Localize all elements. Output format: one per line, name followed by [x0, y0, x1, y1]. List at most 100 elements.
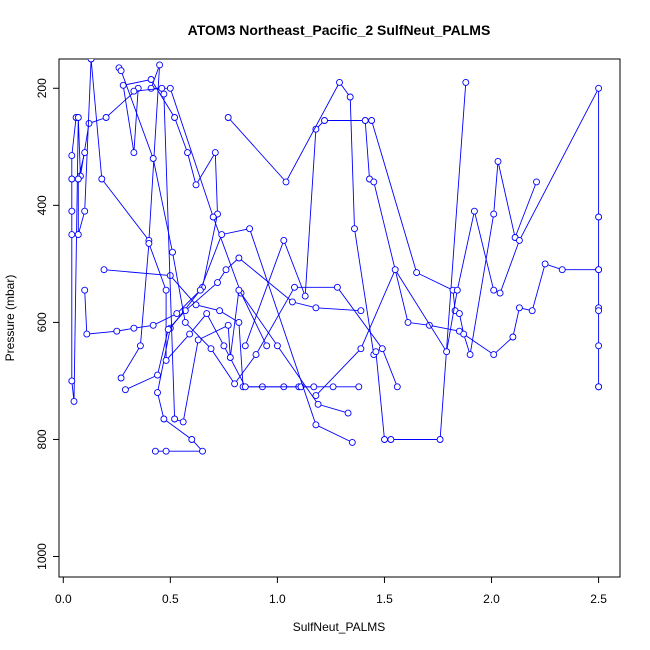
- data-point: [74, 175, 82, 183]
- data-point: [68, 152, 76, 160]
- data-point: [282, 178, 290, 186]
- data-point: [490, 210, 498, 218]
- data-point: [171, 114, 179, 121]
- data-point: [595, 383, 603, 391]
- data-point: [235, 254, 243, 262]
- data-point: [171, 415, 179, 423]
- x-tick-label: 2.0: [483, 592, 500, 606]
- data-point: [209, 213, 217, 221]
- data-point: [453, 286, 461, 294]
- data-point: [85, 119, 93, 127]
- data-point: [199, 447, 206, 455]
- data-point: [224, 321, 232, 329]
- data-point: [166, 84, 174, 92]
- data-point: [595, 84, 603, 92]
- data-point: [87, 59, 95, 63]
- data-point: [404, 318, 412, 326]
- data-point: [312, 392, 320, 400]
- data-point: [74, 114, 82, 121]
- data-point: [214, 279, 221, 287]
- data-point: [130, 149, 138, 157]
- y-tick-label: 1000: [35, 543, 49, 570]
- series-10: [224, 78, 470, 443]
- data-point: [595, 307, 603, 315]
- y-axis: 200 400 600 800 1000: [35, 78, 59, 570]
- data-point: [81, 286, 89, 294]
- data-point: [211, 149, 219, 157]
- data-point: [162, 356, 170, 364]
- data-point: [164, 325, 172, 333]
- data-point: [443, 348, 451, 356]
- series-line: [244, 120, 599, 356]
- y-tick-label: 200: [35, 78, 49, 98]
- data-point: [149, 321, 157, 329]
- data-point: [194, 336, 202, 344]
- x-tick-label: 0.0: [55, 592, 72, 606]
- data-point: [348, 438, 356, 446]
- data-point: [218, 231, 226, 239]
- chart-title: ATOM3 Northeast_Pacific_2 SulfNeut_PALMS: [188, 22, 491, 38]
- data-point: [355, 383, 363, 391]
- data-point: [413, 269, 421, 277]
- x-axis: 0.0 0.5 1.0 1.5 2.0 2.5: [55, 577, 607, 606]
- data-point: [231, 380, 239, 388]
- data-point: [192, 181, 200, 189]
- data-point: [291, 283, 298, 291]
- x-tick-label: 1.5: [376, 592, 393, 606]
- data-point: [357, 307, 365, 315]
- plot-frame: [58, 58, 621, 578]
- data-point: [344, 409, 352, 417]
- series-2: [74, 59, 271, 350]
- data-point: [121, 386, 129, 394]
- data-point: [494, 157, 502, 165]
- data-point: [391, 266, 399, 274]
- data-point: [336, 78, 343, 86]
- data-point: [100, 266, 108, 274]
- data-point: [156, 61, 164, 69]
- data-point: [179, 418, 187, 426]
- data-point: [98, 175, 106, 183]
- data-point: [357, 345, 365, 353]
- series-6: [130, 84, 352, 426]
- data-point: [595, 342, 603, 350]
- data-point: [130, 324, 138, 332]
- data-point: [462, 78, 470, 86]
- data-point: [162, 286, 170, 294]
- data-point: [351, 225, 358, 233]
- series-line: [118, 67, 398, 387]
- data-point: [381, 436, 388, 443]
- data-point: [196, 286, 204, 294]
- data-point: [490, 286, 498, 294]
- data-point: [263, 342, 271, 350]
- data-point: [162, 447, 170, 455]
- series-12: [312, 84, 603, 400]
- series-8: [115, 64, 401, 391]
- series-line: [77, 59, 268, 346]
- x-tick-label: 0.5: [162, 592, 179, 606]
- data-point: [226, 354, 234, 361]
- data-point: [173, 310, 181, 318]
- data-point: [160, 415, 168, 423]
- data-point: [151, 447, 159, 455]
- data-point: [241, 383, 249, 391]
- data-point: [169, 248, 176, 256]
- data-point: [68, 377, 76, 385]
- data-point: [515, 304, 523, 312]
- data-point: [466, 351, 474, 359]
- data-point: [314, 400, 322, 408]
- data-point: [160, 90, 168, 98]
- data-point: [515, 236, 523, 244]
- series-11: [368, 117, 540, 359]
- data-point: [246, 225, 254, 233]
- data-point: [147, 84, 155, 92]
- data-point: [68, 207, 76, 215]
- data-point: [321, 117, 328, 124]
- data-point: [83, 330, 91, 338]
- plot-area: [68, 59, 603, 455]
- series-7: [81, 225, 356, 446]
- data-point: [436, 436, 444, 443]
- data-point: [372, 348, 380, 356]
- data-point: [361, 117, 369, 124]
- data-point: [470, 207, 478, 215]
